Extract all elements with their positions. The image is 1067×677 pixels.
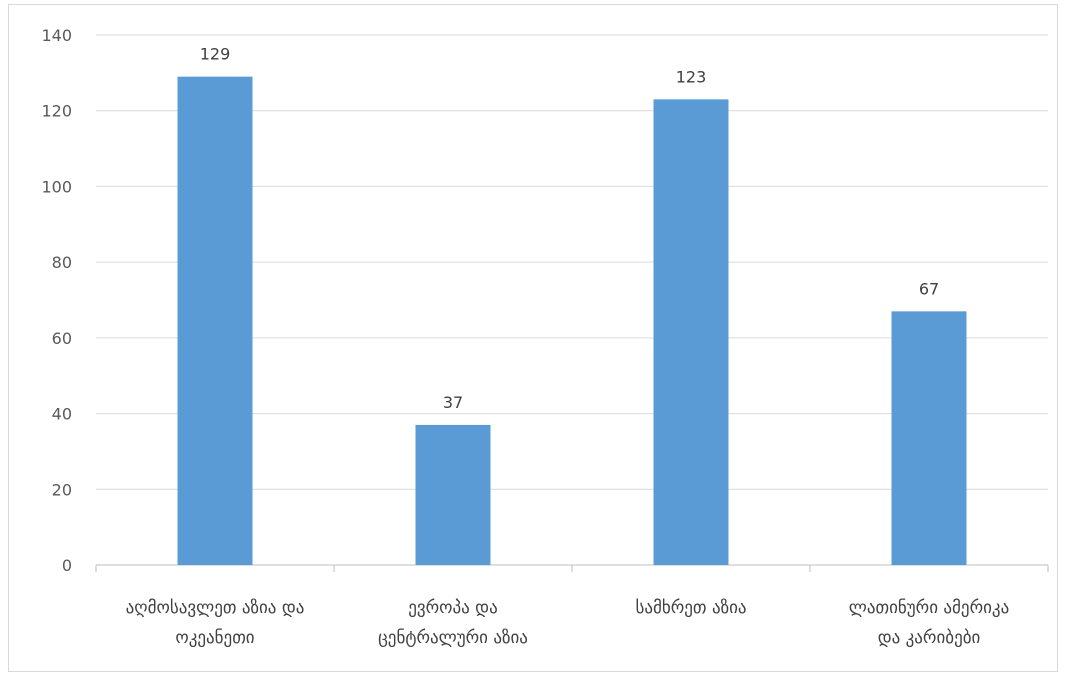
bar: [653, 99, 729, 565]
x-category-label: აღმოსავლეთ აზია და: [126, 598, 305, 618]
y-tick-label: 80: [52, 253, 72, 272]
y-tick-label: 20: [52, 480, 72, 499]
x-category-label: ევროპა და: [408, 598, 497, 618]
x-category-label: სამხრეთ აზია: [635, 598, 746, 618]
x-category-label: და კარიბები: [878, 628, 981, 648]
data-label: 67: [919, 279, 939, 298]
bar: [891, 311, 967, 565]
y-tick-label: 60: [52, 329, 72, 348]
bar: [177, 76, 253, 566]
x-category-label: ოკეანეთი: [175, 628, 254, 648]
data-label: 129: [200, 45, 231, 64]
data-label: 123: [676, 67, 707, 86]
data-label: 37: [443, 393, 463, 412]
y-tick-label: 40: [52, 405, 72, 424]
y-tick-label: 100: [41, 177, 72, 196]
y-tick-label: 120: [41, 102, 72, 121]
y-tick-label: 0: [62, 556, 72, 575]
x-category-label: ცენტრალური აზია: [378, 628, 528, 648]
bar: [415, 424, 491, 565]
y-tick-label: 140: [41, 26, 72, 45]
x-category-label: ლათინური ამერიკა: [849, 598, 1009, 618]
